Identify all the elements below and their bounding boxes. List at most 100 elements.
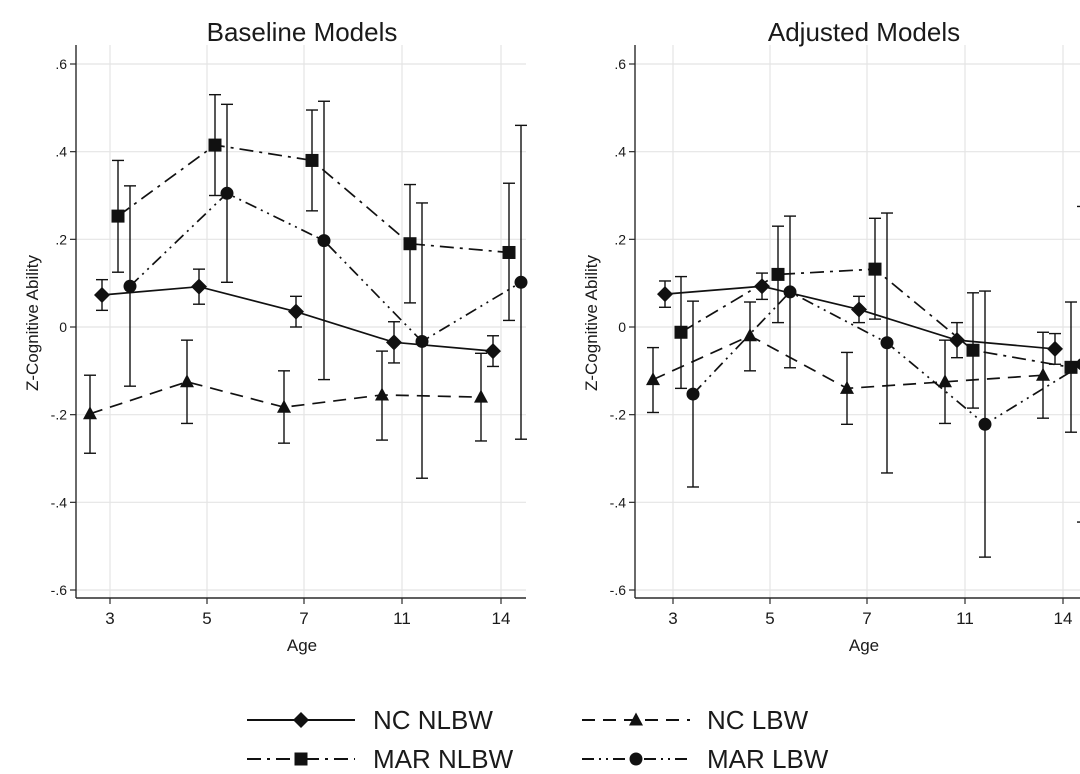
data-point-nc-lbw xyxy=(938,374,952,388)
y-axis-label: Z-Cognitive Ability xyxy=(23,254,42,391)
y-tick-label: .2 xyxy=(614,231,626,247)
legend-item-mar-lbw: MAR LBW xyxy=(582,744,829,774)
data-point-mar-lbw xyxy=(978,417,992,431)
data-point-nc-nlbw xyxy=(949,332,965,349)
legend: NC NLBW NC LBW MAR NLBW MAR LBW xyxy=(247,705,829,774)
series-line-mar-nlbw xyxy=(117,144,510,254)
y-tick-label: 0 xyxy=(618,319,626,335)
y-tick-label: .4 xyxy=(55,144,67,160)
gridlines xyxy=(635,45,1080,598)
data-point-mar-nlbw xyxy=(771,267,785,281)
data-point-mar-nlbw xyxy=(868,262,882,276)
error-bar-mar-lbw xyxy=(1077,205,1080,523)
legend-symbol xyxy=(247,752,355,766)
y-tick-label: -.4 xyxy=(51,494,68,510)
data-point-nc-lbw xyxy=(646,372,660,386)
legend-item-nc-nlbw: NC NLBW xyxy=(247,705,493,735)
data-point-mar-nlbw xyxy=(403,237,417,251)
data-point-mar-lbw xyxy=(317,234,331,248)
y-tick-label: .2 xyxy=(55,231,67,247)
data-point-mar-nlbw xyxy=(305,153,319,167)
x-tick-label: 14 xyxy=(1054,609,1073,628)
y-tick-label: 0 xyxy=(59,319,67,335)
data-point-mar-nlbw xyxy=(966,343,980,357)
data-points xyxy=(646,262,1080,431)
y-tick-label: .6 xyxy=(55,56,67,72)
x-tick-label: 5 xyxy=(765,609,774,628)
legend-symbol xyxy=(247,712,355,728)
data-point-nc-nlbw xyxy=(1047,340,1063,357)
axes xyxy=(75,45,526,599)
x-tick-label: 3 xyxy=(668,609,677,628)
panel-title: Baseline Models xyxy=(207,17,398,47)
data-point-nc-lbw xyxy=(375,387,389,401)
series-line-nc-lbw xyxy=(89,380,482,415)
data-point-mar-lbw xyxy=(783,285,797,299)
y-tick-label: -.2 xyxy=(51,407,68,423)
data-point-nc-nlbw xyxy=(657,286,673,303)
baseline-models-panel: Baseline Models Age Z-Cognitive Ability … xyxy=(23,17,528,655)
x-ticks: 3 5 7 11 14 xyxy=(105,598,510,628)
data-point-nc-lbw xyxy=(1036,367,1050,381)
y-tick-label: .6 xyxy=(614,56,626,72)
legend-label: NC NLBW xyxy=(373,705,493,735)
legend-label: MAR NLBW xyxy=(373,744,514,774)
x-tick-label: 11 xyxy=(393,609,411,628)
data-point-nc-lbw xyxy=(474,389,488,403)
data-point-nc-lbw xyxy=(277,399,291,413)
data-point-nc-lbw xyxy=(83,406,97,420)
axes xyxy=(634,45,1080,599)
data-point-mar-nlbw xyxy=(111,209,125,223)
data-point-nc-lbw xyxy=(743,328,757,342)
data-point-mar-lbw xyxy=(686,387,700,401)
legend-symbol xyxy=(582,712,690,726)
data-point-nc-lbw xyxy=(180,374,194,388)
legend-symbol xyxy=(582,752,690,766)
x-axis-label: Age xyxy=(849,636,879,655)
data-point-nc-nlbw xyxy=(191,278,207,295)
x-tick-label: 7 xyxy=(299,609,308,628)
y-tick-label: -.4 xyxy=(610,494,627,510)
x-tick-label: 3 xyxy=(105,609,114,628)
data-point-nc-nlbw xyxy=(851,301,867,318)
data-point-mar-lbw xyxy=(880,336,894,350)
data-point-nc-nlbw xyxy=(94,287,110,304)
x-tick-label: 5 xyxy=(202,609,211,628)
data-point-mar-lbw xyxy=(123,279,137,293)
x-tick-label: 11 xyxy=(956,609,974,628)
data-point-mar-lbw xyxy=(415,334,429,348)
data-point-mar-nlbw xyxy=(1064,360,1078,374)
data-point-mar-lbw xyxy=(1076,358,1080,371)
legend-label: NC LBW xyxy=(707,705,809,735)
legend-label: MAR LBW xyxy=(707,744,829,774)
y-tick-label: -.2 xyxy=(610,407,627,423)
data-point-nc-nlbw xyxy=(754,278,770,295)
y-tick-label: .4 xyxy=(614,144,626,160)
y-tick-label: -.6 xyxy=(610,582,627,598)
legend-marker-square xyxy=(294,752,308,766)
legend-marker-triangle xyxy=(629,712,643,726)
y-tick-label: -.6 xyxy=(51,582,68,598)
data-point-nc-nlbw xyxy=(386,334,402,351)
data-point-mar-nlbw xyxy=(208,138,222,152)
panel-title: Adjusted Models xyxy=(768,17,960,47)
data-point-mar-lbw xyxy=(514,275,528,289)
adjusted-models-panel: Adjusted Models Age Z-Cognitive Ability … xyxy=(582,17,1080,655)
legend-item-mar-nlbw: MAR NLBW xyxy=(247,744,514,774)
x-ticks: 3 5 7 11 14 xyxy=(668,598,1072,628)
y-ticks: .6 .4 .2 0 -.2 -.4 -.6 xyxy=(610,56,635,598)
x-tick-label: 7 xyxy=(862,609,871,628)
gridlines xyxy=(76,45,526,598)
data-point-mar-nlbw xyxy=(502,245,516,259)
legend-marker-circle xyxy=(629,752,643,766)
data-points xyxy=(83,138,528,420)
y-axis-label: Z-Cognitive Ability xyxy=(582,254,601,391)
x-axis-label: Age xyxy=(287,636,317,655)
legend-item-nc-lbw: NC LBW xyxy=(582,705,809,735)
y-ticks: .6 .4 .2 0 -.2 -.4 -.6 xyxy=(51,56,76,598)
data-point-mar-lbw xyxy=(220,186,234,200)
data-point-mar-nlbw xyxy=(674,325,688,339)
legend-marker-diamond xyxy=(293,712,309,728)
x-tick-label: 14 xyxy=(492,609,511,628)
